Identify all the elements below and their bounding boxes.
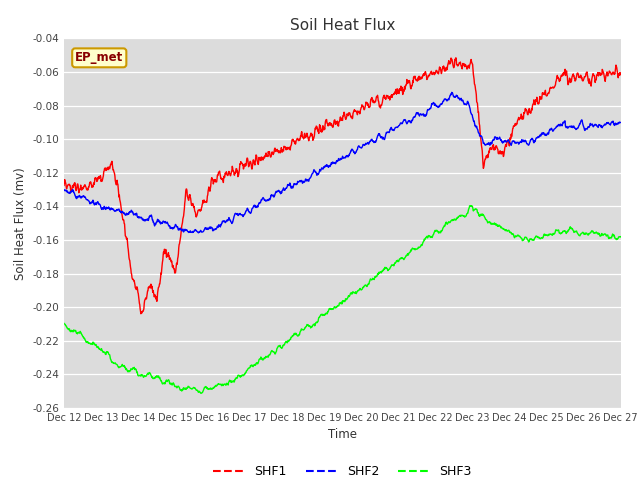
Line: SHF3: SHF3	[64, 205, 621, 393]
SHF3	[126, 368, 134, 373]
Y-axis label: Soil Heat Flux (mv): Soil Heat Flux (mv)	[13, 167, 27, 279]
SHF1	[137, 311, 145, 317]
SHF2	[103, 205, 111, 211]
SHF1	[126, 258, 134, 264]
SHF2	[308, 171, 316, 177]
SHF3	[197, 390, 205, 396]
Line: SHF2: SHF2	[64, 92, 621, 233]
SHF1	[452, 55, 460, 60]
Legend: SHF1, SHF2, SHF3: SHF1, SHF2, SHF3	[208, 460, 477, 480]
SHF3	[297, 328, 305, 334]
SHF1	[617, 71, 625, 77]
Text: EP_met: EP_met	[75, 51, 124, 64]
SHF2	[297, 179, 305, 185]
SHF1	[308, 131, 316, 137]
SHF1	[318, 128, 326, 134]
SHF2	[617, 120, 625, 125]
SHF1	[103, 167, 111, 172]
Line: SHF1: SHF1	[64, 58, 621, 314]
SHF3	[103, 349, 111, 355]
SHF3	[308, 324, 316, 330]
SHF2	[126, 209, 134, 215]
SHF2	[195, 230, 202, 236]
SHF3	[466, 203, 474, 208]
SHF2	[378, 134, 385, 140]
SHF1	[297, 133, 305, 139]
SHF3	[318, 312, 326, 317]
SHF2	[60, 187, 68, 192]
X-axis label: Time: Time	[328, 429, 357, 442]
SHF3	[378, 270, 385, 276]
SHF1	[378, 103, 385, 108]
SHF3	[60, 321, 68, 326]
SHF2	[318, 166, 326, 171]
SHF3	[617, 234, 625, 240]
SHF1	[60, 182, 68, 188]
Title: Soil Heat Flux: Soil Heat Flux	[290, 18, 395, 33]
SHF2	[448, 89, 456, 95]
